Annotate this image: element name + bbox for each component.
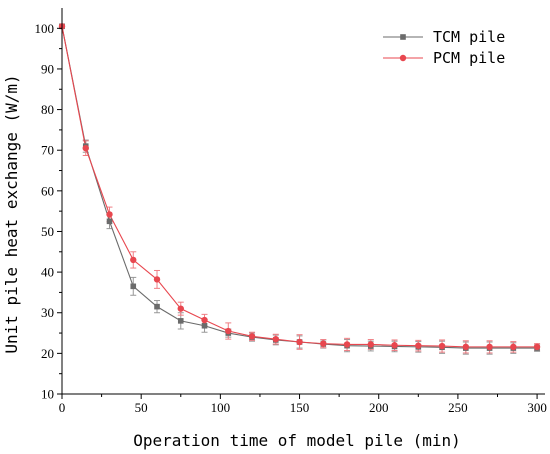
pcm-pile-point xyxy=(438,342,446,350)
y-tick-label: 30 xyxy=(41,305,54,320)
pcm-pile-point xyxy=(462,343,470,351)
tcm-pile-line xyxy=(61,26,538,349)
pcm-pile-point xyxy=(391,342,398,349)
y-tick-label: 70 xyxy=(41,143,54,158)
pcm-pile-point xyxy=(201,316,208,324)
x-tick-label: 200 xyxy=(369,400,389,415)
tcm-pile-point xyxy=(154,303,160,310)
tcm-pile-point xyxy=(106,218,113,225)
series-markers xyxy=(58,23,541,351)
x-tick-label: 0 xyxy=(59,400,66,415)
legend-label-pcm-pile: PCM pile xyxy=(433,49,505,67)
tick-labels: 0 50 100 150 200 250 300 10 20 30 40 50 60 70 80 90 100 xyxy=(35,21,547,415)
tcm-pile-point xyxy=(130,283,137,290)
pcm-pile-point xyxy=(153,276,161,283)
pcm-pile-point xyxy=(367,341,375,348)
x-tick-label: 250 xyxy=(448,400,468,415)
pcm-pile-point xyxy=(296,338,303,346)
pcm-pile-point xyxy=(510,343,517,351)
pcm-pile-point xyxy=(320,340,327,347)
y-tick-label: 20 xyxy=(41,346,54,361)
x-tick-label: 150 xyxy=(290,400,310,415)
pcm-pile-point xyxy=(343,341,351,348)
pcm-pile-point xyxy=(130,256,137,264)
x-axis-title: Operation time of model pile (min) xyxy=(133,431,461,450)
pcm-pile-point xyxy=(533,343,541,351)
tcm-pile-point xyxy=(201,322,208,329)
pcm-pile-point xyxy=(272,335,279,343)
pcm-pile-point xyxy=(225,327,232,335)
pcm-pile-point xyxy=(106,211,113,218)
y-tick-label: 90 xyxy=(41,61,54,76)
y-tick-label: 100 xyxy=(35,21,55,36)
legend: TCM pile PCM pile xyxy=(383,28,505,67)
y-tick-label: 80 xyxy=(41,102,54,117)
y-tick-label: 50 xyxy=(41,224,54,239)
y-tick-label: 40 xyxy=(41,265,54,280)
y-tick-label: 10 xyxy=(41,387,54,402)
y-axis-title: Unit pile heat exchange (W/m) xyxy=(2,74,21,353)
legend-marker-pcm-pile xyxy=(399,54,407,62)
pcm-pile-point xyxy=(486,343,493,351)
pcm-pile-point xyxy=(248,333,256,340)
pcm-pile-point xyxy=(177,305,184,312)
x-tick-label: 50 xyxy=(135,400,148,415)
axes xyxy=(57,8,545,399)
pcm-pile-point xyxy=(415,342,422,349)
series-lines xyxy=(61,26,538,349)
tcm-pile-point xyxy=(177,318,184,324)
y-tick-label: 60 xyxy=(41,183,54,198)
x-tick-label: 300 xyxy=(527,400,547,415)
error-bars xyxy=(59,23,541,355)
pcm-pile-point xyxy=(82,144,89,152)
legend-marker-tcm-pile xyxy=(400,34,406,40)
pcm-pile-line xyxy=(61,26,538,348)
x-tick-label: 100 xyxy=(211,400,231,415)
legend-label-tcm-pile: TCM pile xyxy=(433,28,505,46)
